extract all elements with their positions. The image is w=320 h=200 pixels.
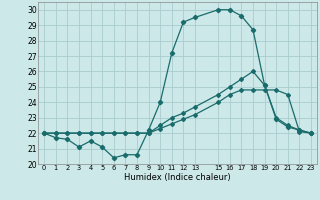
X-axis label: Humidex (Indice chaleur): Humidex (Indice chaleur) [124, 173, 231, 182]
